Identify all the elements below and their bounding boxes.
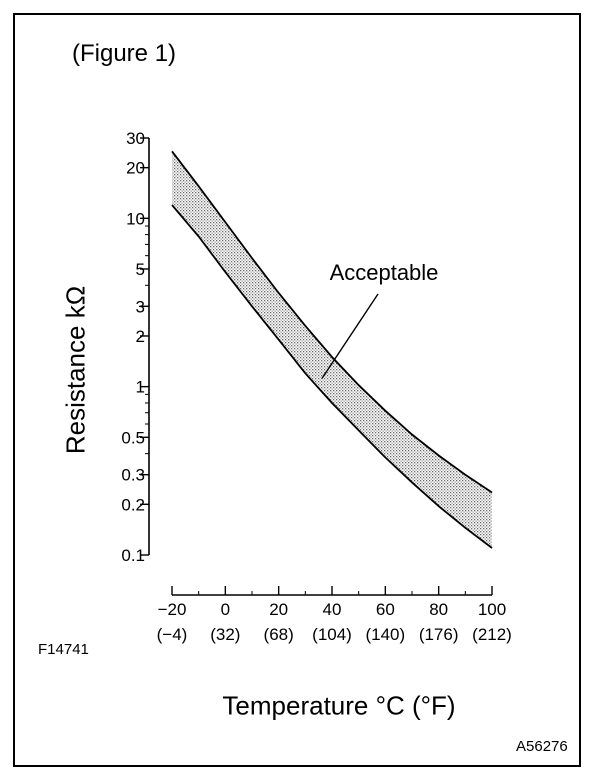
x-tick-label-fahrenheit: (68) <box>264 625 294 644</box>
y-tick-label: 2 <box>136 327 145 346</box>
figure-reference-right: A56276 <box>516 738 568 755</box>
x-tick-label-fahrenheit: (104) <box>312 625 352 644</box>
x-tick-label-fahrenheit: (212) <box>472 625 512 644</box>
x-tick-label: 40 <box>323 600 342 619</box>
x-tick-label: 20 <box>269 600 288 619</box>
x-tick-label-fahrenheit: (32) <box>210 625 240 644</box>
y-tick-label: 5 <box>136 260 145 279</box>
axes: 30 20 10 5 3 2 1 0.5 0.3 0.2 0.1 −20 (−4) 0 (32) 20 (68)… <box>121 129 511 644</box>
y-tick-label: 3 <box>136 297 145 316</box>
x-tick-label: 80 <box>429 600 448 619</box>
plot-area: Acceptable <box>171 150 493 549</box>
x-tick-label: 0 <box>221 600 230 619</box>
figure-title: (Figure 1) <box>72 40 177 67</box>
figure-frame <box>13 13 581 767</box>
x-tick-label: 60 <box>376 600 395 619</box>
annotation-leader-line <box>321 293 379 379</box>
lower-limit-curve <box>171 204 493 549</box>
x-tick-label-fahrenheit: (−4) <box>157 625 188 644</box>
figure-reference-left: F14741 <box>38 641 89 658</box>
x-axis-label: Temperature °C (°F) <box>222 690 456 721</box>
upper-limit-curve <box>171 150 493 494</box>
x-tick-label-fahrenheit: (140) <box>365 625 405 644</box>
y-tick-label: 0.1 <box>121 546 145 565</box>
y-tick-label: 1 <box>136 378 145 397</box>
y-tick-label: 0.2 <box>121 495 145 514</box>
annotation-acceptable: Acceptable <box>330 260 439 285</box>
y-tick-label: 10 <box>126 209 145 228</box>
y-tick-label: 0.3 <box>121 466 145 485</box>
acceptable-band <box>172 151 492 549</box>
y-tick-label: 0.5 <box>121 428 145 447</box>
y-tick-label: 30 <box>126 129 145 148</box>
y-tick-label: 20 <box>126 159 145 178</box>
x-tick-label: −20 <box>158 600 187 619</box>
x-tick-label-fahrenheit: (176) <box>419 625 459 644</box>
x-tick-label: 100 <box>478 600 506 619</box>
